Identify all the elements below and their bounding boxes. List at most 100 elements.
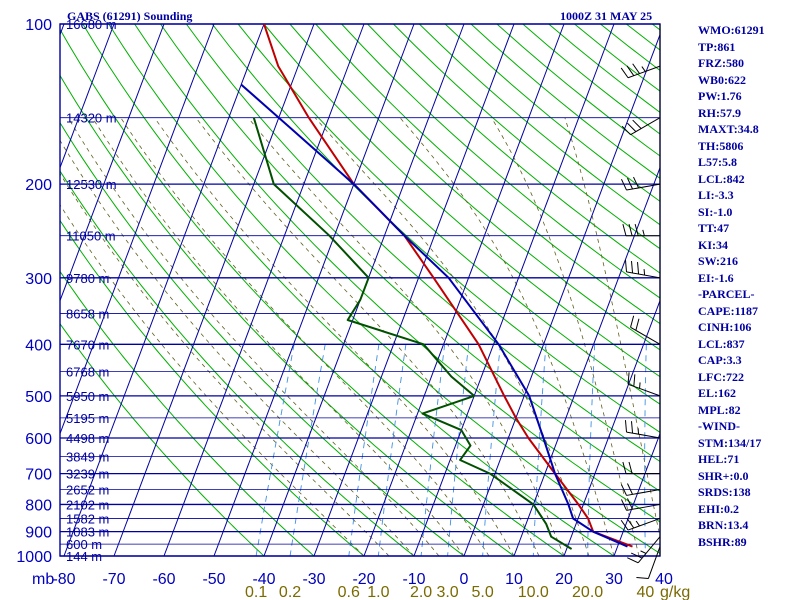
moist-adiabat (564, 117, 660, 539)
sounding-index-item: KI:34 (698, 237, 728, 252)
sounding-indices-panel: WMO:61291 TP:861 FRZ:580 WB0:622 PW:1.76 RH:5… (698, 22, 798, 550)
mixing-ratio-label: 3.0 (436, 584, 458, 600)
grid-lines (59, 23, 661, 557)
sounding-index-item: LCL:842 (698, 171, 745, 186)
pressure-tick-label: 300 (25, 271, 52, 288)
sounding-index-item: HEL:71 (698, 452, 740, 466)
wind-barb (622, 461, 660, 475)
sounding-index-item: SW:216 (698, 254, 739, 268)
isotherm-line (59, 23, 115, 168)
temperature-tick-label: -60 (152, 571, 175, 588)
pressure-tick-label: 700 (25, 467, 52, 484)
wind-barb (620, 63, 661, 79)
sounding-index-item: L57:5.8 (698, 155, 737, 169)
sounding-index-item: EI:-1.6 (698, 270, 734, 285)
sounding-index-item: SI:-1.0 (698, 204, 733, 219)
isotherm-line (563, 300, 661, 557)
sounding-index-item: LCL:837 (698, 336, 745, 351)
wind-barb (624, 420, 661, 439)
sounding-index-item: CAPE:1187 (698, 303, 758, 318)
sounding-series (240, 24, 633, 550)
height-label: 12530 m (66, 177, 117, 192)
height-label: 1083 m (66, 525, 109, 540)
height-label: 14320 m (66, 111, 117, 126)
moist-adiabat (399, 117, 615, 556)
pressure-tick-label: 600 (25, 431, 52, 448)
sounding-index-item: SHR+:0.0 (698, 468, 749, 483)
moist-adiabat (60, 172, 390, 556)
pressure-tick-label: 100 (25, 17, 52, 34)
isotherm-line (63, 23, 265, 557)
sounding-index-item: BRN:13.4 (698, 518, 749, 532)
sounding-index-item: CAP:3.3 (698, 353, 742, 367)
moist-adiabat (247, 117, 565, 556)
height-label: 4498 m (66, 431, 109, 446)
sounding-index-item: FRZ:580 (698, 56, 744, 70)
pressure-tick-label: 400 (25, 337, 52, 354)
sounding-index-item: TP:861 (698, 39, 736, 54)
temperature-tick-label: -50 (202, 571, 225, 588)
wind-barb (620, 483, 661, 496)
mixing-ratio-label: 0.2 (279, 584, 301, 600)
moist-adiabat (491, 117, 640, 556)
sounding-index-item: RH:57.9 (698, 105, 741, 120)
height-label: 3849 m (66, 449, 109, 464)
mixing-ratio-line (289, 344, 326, 556)
sounding-index-item: LI:-3.3 (698, 188, 734, 202)
dry-adiabat (134, 24, 660, 523)
parcel-line (240, 83, 628, 548)
dry-adiabat (60, 28, 565, 556)
sounding-index-item: PW:1.76 (698, 89, 742, 103)
temperature-line (263, 24, 633, 548)
temperature-tick-label: -20 (352, 571, 375, 588)
temperature-tick-label: 40 (655, 571, 673, 588)
sounding-index-item: SRDS:138 (698, 485, 751, 499)
wind-barb (620, 517, 661, 531)
moist-adiabat (120, 117, 490, 556)
moist-adiabat (60, 139, 415, 556)
mixing-ratio-label: 0.1 (245, 584, 267, 600)
dewpoint-line (252, 117, 573, 550)
isotherm-line (59, 23, 165, 301)
temperature-tick-label: 30 (605, 571, 623, 588)
temperature-tick-label: -30 (302, 571, 325, 588)
sounding-index-item: TT:47 (698, 221, 730, 235)
pressure-unit-label: mb (32, 571, 54, 588)
isotherm-line (613, 433, 661, 557)
mixing-ratio-label: 1.0 (367, 584, 389, 600)
moist-adiabat (314, 117, 590, 556)
mixing-ratio-unit-label: g/kg (660, 584, 690, 600)
mixing-ratio-label: 0.6 (338, 584, 360, 600)
height-label: 7670 m (66, 337, 109, 352)
wind-barbs (620, 24, 661, 580)
sounding-index-item: EL:162 (698, 386, 737, 400)
sounding-index-item: WMO:61291 (698, 23, 765, 37)
dry-adiabats (60, 24, 660, 556)
height-label: 2102 m (66, 497, 109, 512)
mixing-ratio-line (420, 344, 446, 556)
temperature-tick-label: -80 (52, 571, 75, 588)
height-label: 5950 m (66, 389, 109, 404)
isotherm-line (413, 23, 615, 557)
height-label: 16680 m (66, 17, 117, 32)
wind-barb (636, 546, 661, 580)
pressure-tick-label: 200 (25, 177, 52, 194)
mixing-ratio-line (377, 344, 407, 556)
mixing-ratio-label: 2.0 (410, 584, 432, 600)
height-label: 3239 m (66, 467, 109, 482)
height-label: 5195 m (66, 411, 109, 426)
sounding-index-item: CINH:106 (698, 320, 752, 334)
height-label: 6768 m (66, 365, 109, 380)
isotherm-line (513, 167, 661, 557)
pressure-tick-label: 800 (25, 497, 52, 514)
dry-adiabat (60, 170, 415, 556)
moist-adiabat (92, 117, 465, 556)
wind-barb (622, 223, 660, 237)
height-label: 8658 m (66, 306, 109, 321)
isotherm-line (213, 23, 415, 557)
sounding-index-item: -PARCEL- (698, 287, 755, 301)
sounding-index-item: LFC:722 (698, 369, 744, 384)
mixing-ratio-label: 5.0 (471, 584, 493, 600)
pressure-tick-label: 500 (25, 389, 52, 406)
chart-title: GABS (61291) Sounding (67, 9, 192, 23)
